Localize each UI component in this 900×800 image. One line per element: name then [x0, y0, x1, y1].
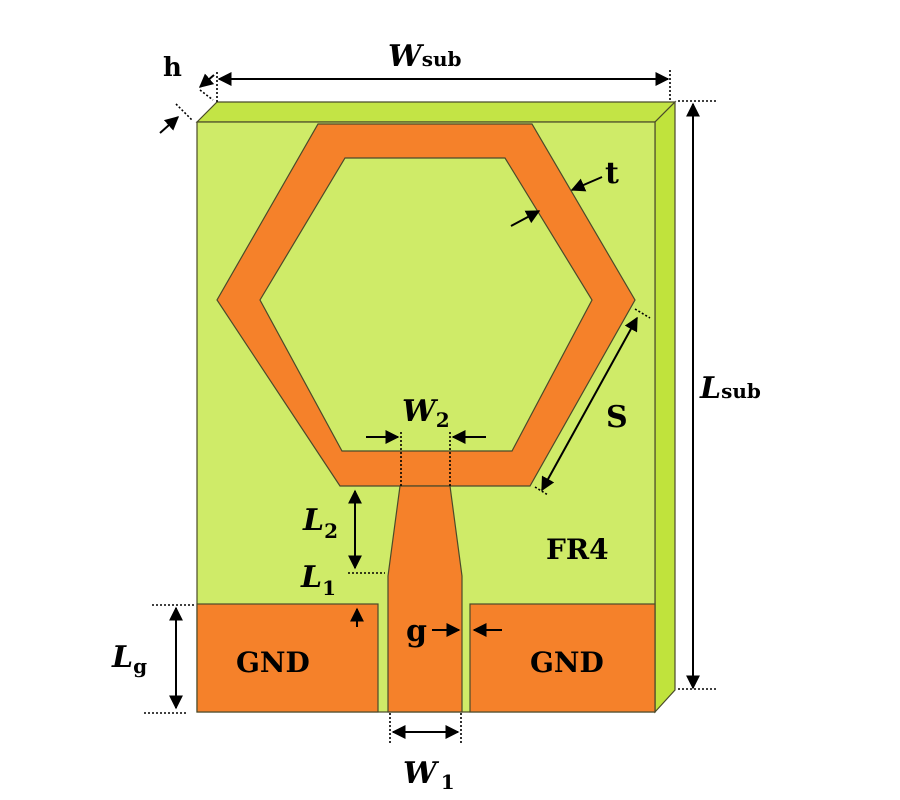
- hexagon-ring-patch: [216, 123, 636, 487]
- lg-label: Lg: [111, 640, 147, 678]
- lsub-label: Lsub: [699, 371, 761, 406]
- s-dimension-arrow: [541, 316, 638, 492]
- substrate-side-face: [654, 100, 676, 714]
- feed-line: [387, 485, 463, 713]
- h-arrow-top: [198, 73, 215, 88]
- substrate-material-label: FR4: [546, 533, 609, 566]
- ground-label-left: GND: [236, 646, 310, 679]
- wsub-label: Wsub: [388, 39, 462, 74]
- t-label: t: [605, 156, 619, 191]
- l1-label: L1: [300, 560, 336, 600]
- ground-label-right: GND: [530, 646, 604, 679]
- h-extension: [199, 89, 214, 101]
- w2-label: W2: [402, 394, 450, 432]
- t-arrow-inner: [510, 210, 541, 227]
- substrate-top-face: [195, 101, 677, 123]
- l2-label: L2: [302, 503, 338, 543]
- s-extension-top: [634, 308, 651, 319]
- g-label: g: [406, 614, 427, 649]
- ground-plane-left: [196, 603, 379, 713]
- t-arrow-outer: [570, 176, 603, 192]
- h-arrow-bottom: [159, 116, 180, 134]
- ground-plane-right: [469, 603, 656, 713]
- h-label: h: [163, 53, 182, 83]
- s-label: S: [606, 400, 628, 435]
- s-extension-bottom: [534, 486, 549, 496]
